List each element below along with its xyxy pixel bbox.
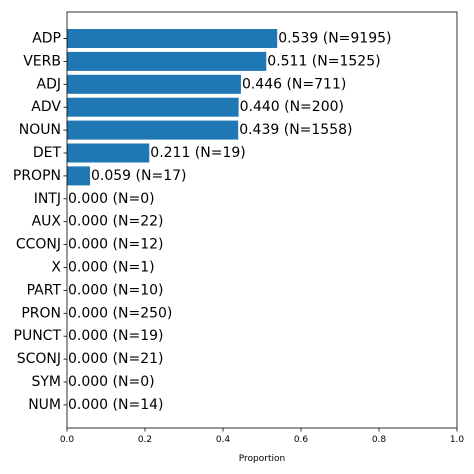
value-label-adp: 0.539 (N=9195) [278,31,391,47]
category-label-noun: NOUN [19,122,61,138]
category-label-part: PART [27,282,62,298]
category-label-aux: AUX [32,214,62,230]
value-label-num: 0.000 (N=14) [68,397,163,413]
category-label-intj: INTJ [34,191,61,207]
x-ticks: 0.0 0.2 0.4 0.6 0.8 1.0 [60,428,465,445]
category-label-adv: ADV [31,99,61,115]
value-label-noun: 0.439 (N=1558) [239,122,352,138]
bars-group [67,29,278,186]
value-label-sym: 0.000 (N=0) [68,374,155,390]
value-label-det: 0.211 (N=19) [150,145,245,161]
value-label-part: 0.000 (N=10) [68,282,163,298]
x-tick-label: 0.2 [138,435,152,445]
category-label-propn: PROPN [13,168,61,184]
category-label-cconj: CCONJ [16,237,61,253]
category-label-det: DET [33,145,62,161]
category-label-punct: PUNCT [14,328,62,344]
x-axis-title: Proportion [239,454,285,464]
x-tick-label: 0.6 [294,435,309,445]
category-labels: ADP VERB ADJ ADV NOUN DET PROPN INTJ AUX CCONJ X PA… [13,31,62,413]
category-label-sym: SYM [31,374,61,390]
category-label-x: X [51,260,61,276]
value-labels: 0.539 (N=9195) 0.511 (N=1525) 0.446 (N=711… [68,31,392,413]
bar-noun [67,120,239,140]
category-label-adj: ADJ [37,76,62,92]
value-label-propn: 0.059 (N=17) [91,168,186,184]
value-label-aux: 0.000 (N=22) [68,214,163,230]
x-tick-label: 0.8 [372,435,387,445]
x-tick-label: 0.4 [216,435,231,445]
category-label-num: NUM [28,397,61,413]
value-label-verb: 0.511 (N=1525) [267,53,380,69]
bar-adj [67,74,241,94]
category-label-sconj: SCONJ [17,351,61,367]
bar-adp [67,29,278,48]
x-tick-label: 1.0 [450,435,465,445]
bar-det [67,143,150,163]
category-label-adp: ADP [32,31,61,47]
value-label-cconj: 0.000 (N=12) [68,237,163,253]
bar-propn [67,166,91,186]
category-label-pron: PRON [21,305,61,321]
value-label-pron: 0.000 (N=250) [68,305,172,321]
value-label-adj: 0.446 (N=711) [242,76,346,92]
value-label-sconj: 0.000 (N=21) [68,351,163,367]
x-tick-label: 0.0 [60,435,75,445]
bar-verb [67,51,267,71]
value-label-adv: 0.440 (N=200) [240,99,344,115]
value-label-intj: 0.000 (N=0) [68,191,155,207]
category-label-verb: VERB [23,53,61,69]
plot-frame [66,11,458,429]
value-label-punct: 0.000 (N=19) [68,328,163,344]
bar-adv [67,97,239,117]
axes-frame [63,11,458,429]
value-label-x: 0.000 (N=1) [68,260,155,276]
